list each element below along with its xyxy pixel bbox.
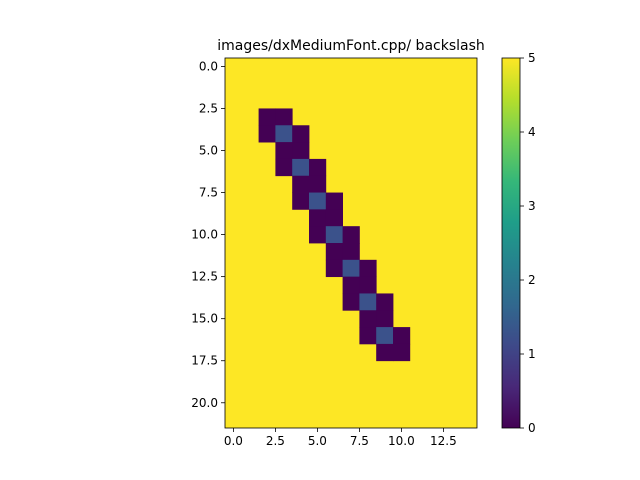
heatmap-cell bbox=[292, 192, 310, 210]
colorbar-tick-label: 3 bbox=[528, 199, 536, 213]
heatmap-cell bbox=[376, 327, 394, 345]
colorbar-tick-label: 0 bbox=[528, 421, 536, 435]
heatmap-cell bbox=[292, 125, 310, 143]
y-tick-label: 17.5 bbox=[191, 354, 218, 368]
heatmap-cell bbox=[359, 310, 377, 328]
heatmap-cell bbox=[275, 125, 293, 143]
heatmap-cell bbox=[325, 243, 343, 261]
heatmap-cell bbox=[275, 108, 293, 126]
y-tick-label: 15.0 bbox=[191, 312, 218, 326]
heatmap-cell bbox=[342, 226, 360, 244]
heatmap-cell bbox=[292, 142, 310, 160]
heatmap-cell bbox=[325, 259, 343, 278]
colorbar-gradient bbox=[501, 57, 521, 429]
heatmap-cell bbox=[309, 209, 327, 227]
heatmap-cell bbox=[325, 209, 343, 227]
heatmap-cell bbox=[309, 158, 327, 177]
heatmap-cell bbox=[325, 226, 343, 244]
heatmap-cell bbox=[359, 276, 377, 294]
heatmap-cell bbox=[359, 327, 377, 345]
heatmap-cell bbox=[309, 226, 327, 244]
x-tick-label: 5.0 bbox=[308, 434, 327, 448]
heatmap-cell bbox=[309, 192, 327, 210]
heatmap-cell bbox=[393, 327, 411, 345]
heatmap-cell bbox=[342, 276, 360, 294]
heatmap-cell bbox=[376, 293, 394, 311]
x-tick-label: 0.0 bbox=[224, 434, 243, 448]
y-tick-label: 20.0 bbox=[191, 396, 218, 410]
x-tick-label: 12.5 bbox=[430, 434, 457, 448]
y-axis: 0.0 2.5 5.0 7.5 10.0 12.5 15.0 17.5 20.0 bbox=[191, 59, 225, 410]
heatmap-cell bbox=[275, 158, 293, 177]
chart-title: images/dxMediumFont.cpp/ backslash bbox=[217, 38, 485, 54]
colorbar: 0 1 2 3 4 5 bbox=[501, 51, 536, 435]
y-tick-label: 5.0 bbox=[199, 144, 218, 158]
heatmap-cell bbox=[342, 293, 360, 311]
x-tick-label: 7.5 bbox=[350, 434, 369, 448]
colorbar-tick-label: 5 bbox=[528, 51, 536, 65]
heatmap-cell bbox=[359, 259, 377, 278]
colorbar-tick-label: 1 bbox=[528, 347, 536, 361]
plot-frame bbox=[224, 57, 478, 429]
heatmap-cell bbox=[309, 175, 327, 193]
heatmap-cell bbox=[325, 192, 343, 210]
heatmap-cell bbox=[393, 343, 411, 362]
x-tick-label: 2.5 bbox=[266, 434, 285, 448]
heatmap-cell bbox=[342, 243, 360, 261]
y-tick-label: 7.5 bbox=[199, 186, 218, 200]
heatmap-plot bbox=[224, 57, 478, 429]
heatmap-cell bbox=[359, 293, 377, 311]
heatmap-cell bbox=[292, 158, 310, 177]
heatmap-cell bbox=[275, 142, 293, 160]
x-axis: 0.0 2.5 5.0 7.5 10.0 12.5 bbox=[224, 428, 457, 448]
y-tick-label: 0.0 bbox=[199, 59, 218, 73]
y-tick-label: 10.0 bbox=[191, 228, 218, 242]
colorbar-tick-label: 2 bbox=[528, 273, 536, 287]
x-tick-label: 10.0 bbox=[388, 434, 415, 448]
y-tick-label: 2.5 bbox=[199, 101, 218, 115]
heatmap-cell bbox=[376, 343, 394, 362]
heatmap-cell bbox=[258, 125, 276, 143]
heatmap-cell bbox=[342, 259, 360, 278]
heatmap-cell bbox=[292, 175, 310, 193]
colorbar-tick-label: 4 bbox=[528, 125, 536, 139]
heatmap-cell bbox=[258, 108, 276, 126]
heatmap-cell bbox=[376, 310, 394, 328]
y-tick-label: 12.5 bbox=[191, 270, 218, 284]
